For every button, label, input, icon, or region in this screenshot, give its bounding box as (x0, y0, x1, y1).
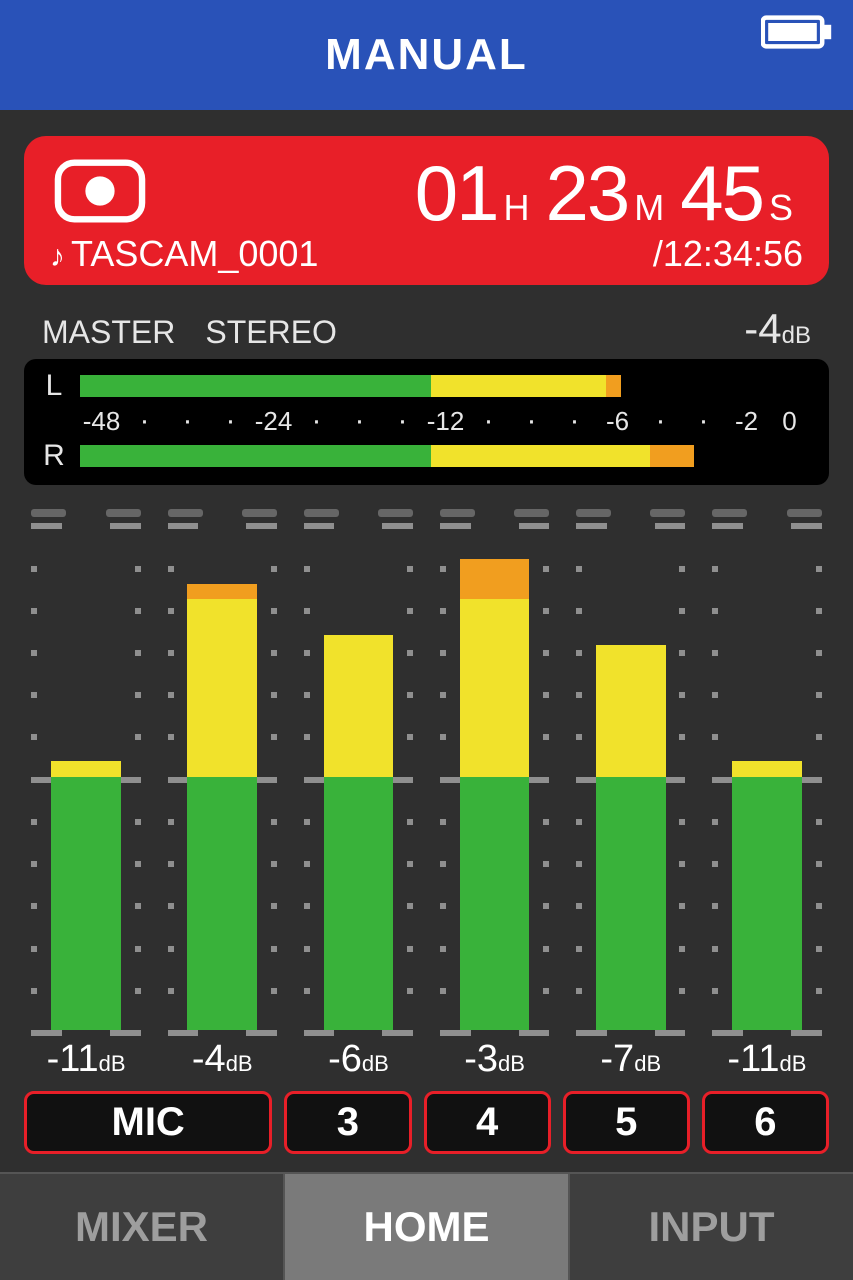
record-icon[interactable] (50, 159, 150, 228)
channel-button-3[interactable]: 3 (284, 1091, 411, 1154)
channel-3: -6dB (296, 501, 420, 1081)
channel-db-value: -11dB (24, 1038, 148, 1081)
channel-button-mic[interactable]: MIC (24, 1091, 272, 1154)
channel-meter (160, 501, 284, 1030)
hours-value: 01 (415, 148, 498, 239)
channel-1: -11dB (24, 501, 148, 1081)
file-name: ♪TASCAM_0001 (50, 233, 318, 275)
master-right-label: R (42, 439, 66, 473)
channel-5: -7dB (569, 501, 693, 1081)
master-meter-section: MASTER STEREO -4dB L -48···-24···-12···-… (24, 305, 829, 485)
tab-home[interactable]: HOME (285, 1174, 570, 1280)
master-left-bar (80, 375, 811, 397)
minutes-unit: M (634, 187, 664, 229)
channel-6: -11dB (705, 501, 829, 1081)
mode-title: MANUAL (325, 30, 528, 80)
header-bar: MANUAL (0, 0, 853, 110)
channel-meter (569, 501, 693, 1030)
channel-meter (705, 501, 829, 1030)
master-mode: STEREO (205, 314, 337, 351)
hours-unit: H (503, 187, 529, 229)
master-label: MASTER (42, 314, 175, 351)
channel-2: -4dB (160, 501, 284, 1081)
channel-db-value: -4dB (160, 1038, 284, 1081)
channel-db-value: -7dB (569, 1038, 693, 1081)
channel-button-5[interactable]: 5 (563, 1091, 690, 1154)
file-name-text: TASCAM_0001 (71, 233, 318, 274)
channel-button-4[interactable]: 4 (424, 1091, 551, 1154)
master-db-value: -4 (744, 305, 781, 352)
channel-meter (24, 501, 148, 1030)
master-db: -4dB (744, 305, 811, 353)
remaining-time: /12:34:56 (653, 233, 803, 275)
channel-button-6[interactable]: 6 (702, 1091, 829, 1154)
channel-4: -3dB (433, 501, 557, 1081)
bottom-tabs: MIXERHOMEINPUT (0, 1172, 853, 1280)
seconds-unit: S (769, 187, 793, 229)
battery-icon (761, 14, 833, 50)
minutes-value: 23 (545, 148, 628, 239)
tab-input[interactable]: INPUT (570, 1174, 853, 1280)
channel-db-value: -3dB (433, 1038, 557, 1081)
seconds-value: 45 (680, 148, 763, 239)
channel-db-value: -11dB (705, 1038, 829, 1081)
channel-db-value: -6dB (296, 1038, 420, 1081)
elapsed-time: 01 H 23 M 45 S (168, 148, 803, 239)
tab-mixer[interactable]: MIXER (0, 1174, 285, 1280)
master-scale: -48···-24···-12···-6··-20 (42, 401, 811, 441)
note-icon: ♪ (50, 240, 65, 273)
master-left-label: L (42, 369, 66, 403)
master-right-bar (80, 445, 811, 467)
master-meter: L -48···-24···-12···-6··-20 R (24, 359, 829, 485)
channel-meter (296, 501, 420, 1030)
channel-meters: -11dB -4dB -6dB -3dB -7dB -11dB (0, 501, 853, 1081)
record-panel: 01 H 23 M 45 S ♪TASCAM_0001 /12:34:56 (24, 136, 829, 285)
channel-meter (433, 501, 557, 1030)
master-db-unit: dB (782, 322, 811, 349)
